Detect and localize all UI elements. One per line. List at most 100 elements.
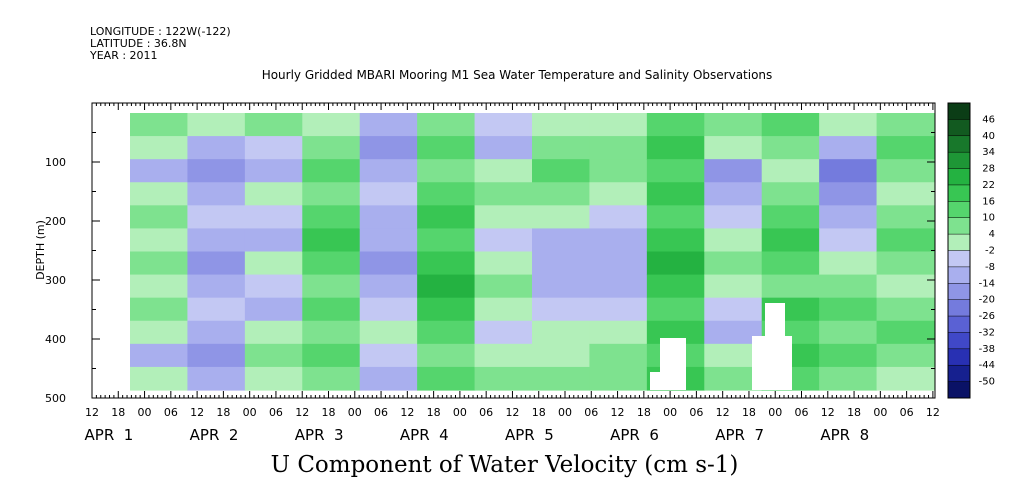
heatmap-cell xyxy=(187,159,246,183)
heatmap-cell xyxy=(589,274,648,299)
heatmap-cell xyxy=(130,228,189,253)
x-day-label: APR 6 xyxy=(610,426,659,444)
heatmap-cell xyxy=(876,205,935,230)
missing-data-region xyxy=(660,338,686,390)
x-tick-label: 06 xyxy=(269,406,283,419)
heatmap-cell xyxy=(532,297,591,322)
heatmap-cell xyxy=(302,251,361,276)
axis-ticks xyxy=(91,103,935,399)
heatmap-cell xyxy=(474,297,533,322)
heatmap-cell xyxy=(359,320,418,345)
heatmap-cell xyxy=(474,182,533,206)
x-tick-label: 18 xyxy=(532,406,546,419)
missing-data-region xyxy=(650,372,662,390)
colorbar: 46 40 34 28 22 16 10 4 -2 -8 -14 -20 -26 -32 -38 -44 -50 xyxy=(947,102,995,399)
heatmap-cell xyxy=(532,320,591,345)
y-tick-label: 400 xyxy=(45,333,66,346)
heatmap-cell xyxy=(876,297,935,322)
missing-data-region xyxy=(765,303,785,336)
heatmap-cell xyxy=(417,366,476,391)
colorbar-label: -44 xyxy=(979,360,995,371)
y-tick-label: 300 xyxy=(45,274,66,287)
x-tick-label: 12 xyxy=(505,406,519,419)
heatmap-cell xyxy=(819,320,878,345)
colorbar-band xyxy=(948,250,970,268)
heatmap-cell xyxy=(244,228,303,253)
heatmap-cell xyxy=(474,251,533,276)
heatmap-cell xyxy=(646,297,705,322)
chart-title: Hourly Gridded MBARI Mooring M1 Sea Wate… xyxy=(261,68,773,82)
heatmap-cell xyxy=(876,274,935,299)
heatmap-cell xyxy=(589,251,648,276)
heatmap-cell xyxy=(244,251,303,276)
latitude-label: LATITUDE : 36.8N xyxy=(90,37,187,50)
x-tick-label: 00 xyxy=(138,406,152,419)
colorbar-label: 40 xyxy=(982,131,995,142)
heatmap-cell xyxy=(589,297,648,322)
heatmap-cell xyxy=(302,297,361,322)
heatmap-cell xyxy=(244,205,303,230)
heatmap-cell xyxy=(704,136,763,160)
heatmap-cell xyxy=(359,343,418,368)
heatmap-cell xyxy=(130,274,189,299)
heatmap-cell xyxy=(474,343,533,368)
colorbar-band xyxy=(948,266,970,284)
colorbar-label: 28 xyxy=(982,164,995,175)
heatmap-cell xyxy=(704,343,763,368)
heatmap-cell xyxy=(532,136,591,160)
heatmap-cell xyxy=(876,113,935,137)
x-tick-label: 12 xyxy=(85,406,99,419)
heatmap-cell xyxy=(761,182,820,206)
heatmap-cell xyxy=(532,159,591,183)
x-tick-label: 12 xyxy=(190,406,204,419)
heatmap-cell xyxy=(244,343,303,368)
heatmap-cell xyxy=(474,274,533,299)
heatmap-cell xyxy=(302,205,361,230)
x-tick-label: 06 xyxy=(689,406,703,419)
heatmap-cell xyxy=(704,182,763,206)
heatmap-cell xyxy=(819,343,878,368)
heatmap-cell xyxy=(704,205,763,230)
y-tick-label: 200 xyxy=(45,215,66,228)
heatmap-cell xyxy=(761,228,820,253)
colorbar-band xyxy=(948,299,970,317)
colorbar-label: -38 xyxy=(979,344,995,355)
x-tick-label: 00 xyxy=(663,406,677,419)
colorbar-band xyxy=(948,201,970,219)
x-tick-label: 18 xyxy=(322,406,336,419)
heatmap-cell xyxy=(646,205,705,230)
heatmap-cell xyxy=(704,228,763,253)
colorbar-label: 22 xyxy=(982,180,995,191)
heatmap-cell xyxy=(474,113,533,137)
x-tick-label: 06 xyxy=(479,406,493,419)
heatmap-cell xyxy=(187,320,246,345)
x-day-label: APR 4 xyxy=(400,426,449,444)
x-tick-label: 06 xyxy=(584,406,598,419)
heatmap-cell xyxy=(704,251,763,276)
heatmap-cell xyxy=(130,366,189,391)
heatmap-cell xyxy=(876,366,935,391)
colorbar-band xyxy=(948,332,970,350)
heatmap-cell xyxy=(359,297,418,322)
x-day-label: APR 2 xyxy=(190,426,239,444)
colorbar-band xyxy=(948,217,970,235)
heatmap-cell xyxy=(417,320,476,345)
colorbar-label: 4 xyxy=(989,229,995,240)
heatmap-cell xyxy=(704,320,763,345)
heatmap-cell xyxy=(761,274,820,299)
heatmap-cell xyxy=(819,205,878,230)
heatmap-cell xyxy=(244,320,303,345)
x-tick-label: 12 xyxy=(400,406,414,419)
x-day-label: APR 5 xyxy=(505,426,554,444)
missing-data-region xyxy=(752,336,792,390)
heatmap-cell xyxy=(244,297,303,322)
heatmap-cell xyxy=(417,251,476,276)
heatmap-cell xyxy=(589,228,648,253)
heatmap-cell xyxy=(532,205,591,230)
heatmap-cell xyxy=(187,136,246,160)
heatmap-cell xyxy=(876,182,935,206)
heatmap-cell xyxy=(417,136,476,160)
heatmap-cell xyxy=(417,297,476,322)
missing-data-mask xyxy=(650,303,792,390)
heatmap-cell xyxy=(761,159,820,183)
